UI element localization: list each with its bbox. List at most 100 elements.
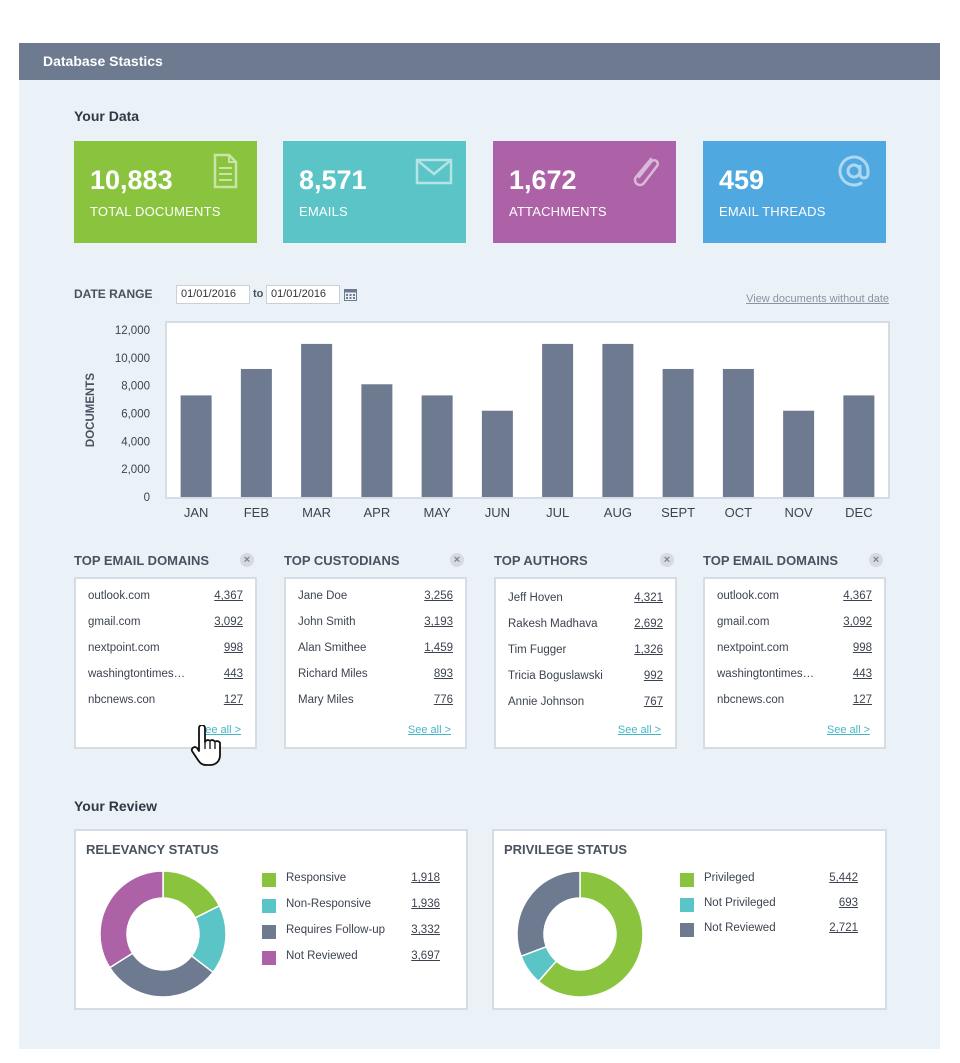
list-item-count[interactable]: 992 — [643, 670, 663, 682]
bar-mar[interactable] — [301, 343, 333, 497]
list-item-count[interactable]: 3,256 — [424, 590, 453, 602]
list-item[interactable]: nbcnews.con 127 — [88, 694, 243, 710]
list-item-name: outlook.com — [88, 590, 151, 602]
bar-may[interactable] — [421, 395, 453, 497]
donut-slice-not-reviewed[interactable] — [516, 870, 581, 958]
legend-label: Privileged — [704, 872, 755, 884]
list-item[interactable]: Mary Miles 776 — [298, 694, 453, 710]
list-item-count[interactable]: 4,321 — [634, 592, 663, 604]
list-item[interactable]: washingtontimes… 443 — [88, 668, 243, 684]
list-item[interactable]: Tricia Boguslawski 992 — [508, 670, 663, 686]
list-item[interactable]: Richard Miles 893 — [298, 668, 453, 684]
legend-value[interactable]: 2,721 — [829, 922, 858, 934]
bar-aug[interactable] — [602, 343, 634, 497]
stat-emails[interactable]: 8,571 EMAILS — [283, 141, 466, 243]
bar-jun[interactable] — [481, 410, 513, 497]
legend-item[interactable]: Not Privileged 693 — [680, 897, 858, 913]
see-all-link[interactable]: See all > — [407, 724, 451, 736]
list-item[interactable]: Jane Doe 3,256 — [298, 590, 453, 606]
list-item[interactable]: Alan Smithee 1,459 — [298, 642, 453, 658]
date-to-label: to — [253, 288, 264, 300]
list-item[interactable]: Jeff Hoven 4,321 — [508, 592, 663, 608]
see-all-link[interactable]: See all > — [617, 724, 661, 736]
legend-item[interactable]: Privileged 5,442 — [680, 872, 858, 888]
legend-value[interactable]: 3,697 — [411, 950, 440, 962]
list-item-count[interactable]: 776 — [433, 694, 453, 706]
list-item-count[interactable]: 767 — [643, 696, 663, 708]
legend-swatch — [262, 925, 276, 939]
close-icon[interactable]: × — [660, 553, 674, 567]
calendar-icon[interactable] — [344, 288, 357, 301]
list-item[interactable]: gmail.com 3,092 — [717, 616, 872, 632]
bar-dec[interactable] — [843, 395, 875, 497]
top-list-card: outlook.com 4,367 gmail.com 3,092 nextpoint.… — [74, 577, 257, 749]
your-data-title: Your Data — [74, 108, 140, 124]
bar-oct[interactable] — [722, 368, 754, 497]
close-icon[interactable]: × — [240, 553, 254, 567]
stat-total-documents[interactable]: 10,883 TOTAL DOCUMENTS — [74, 141, 257, 243]
list-item-count[interactable]: 443 — [223, 668, 243, 680]
view-without-date-link[interactable]: View documents without date — [746, 293, 889, 305]
legend-item[interactable]: Requires Follow-up 3,332 — [262, 924, 440, 940]
list-item[interactable]: Tim Fugger 1,326 — [508, 644, 663, 660]
see-all-link[interactable]: See all > — [826, 724, 870, 736]
list-item[interactable]: washingtontimes… 443 — [717, 668, 872, 684]
legend-item[interactable]: Not Reviewed 2,721 — [680, 922, 858, 938]
legend-item[interactable]: Non-Responsive 1,936 — [262, 898, 440, 914]
list-item-name: Tim Fugger — [508, 644, 567, 656]
x-tick-label: APR — [364, 505, 391, 520]
legend-item[interactable]: Not Reviewed 3,697 — [262, 950, 440, 966]
list-item[interactable]: gmail.com 3,092 — [88, 616, 243, 632]
list-item[interactable]: Rakesh Madhava 2,692 — [508, 618, 663, 634]
list-item-count[interactable]: 3,193 — [424, 616, 453, 628]
bar-jan[interactable] — [180, 395, 212, 497]
privilege-donut-chart — [516, 870, 644, 998]
list-item[interactable]: Annie Johnson 767 — [508, 696, 663, 712]
list-item[interactable]: nextpoint.com 998 — [717, 642, 872, 658]
legend-value[interactable]: 3,332 — [411, 924, 440, 936]
bar-jul[interactable] — [542, 343, 574, 497]
donut-slice-not-reviewed[interactable] — [99, 870, 164, 969]
y-tick-label: 2,000 — [121, 464, 150, 476]
panel-title: Database Stastics — [43, 53, 163, 69]
list-item-count[interactable]: 1,459 — [424, 642, 453, 654]
bar-nov[interactable] — [783, 410, 815, 497]
legend-value[interactable]: 1,936 — [411, 898, 440, 910]
card-title: TOP EMAIL DOMAINS — [703, 553, 839, 568]
date-to-input[interactable]: 01/01/2016 — [266, 285, 340, 304]
bar-apr[interactable] — [361, 384, 393, 497]
stat-attachments[interactable]: 1,672 ATTACHMENTS — [493, 141, 676, 243]
list-item-count[interactable]: 3,092 — [214, 616, 243, 628]
legend-value[interactable]: 5,442 — [829, 872, 858, 884]
list-item-count[interactable]: 127 — [223, 694, 243, 706]
list-item[interactable]: nextpoint.com 998 — [88, 642, 243, 658]
donut-slice-privileged[interactable] — [537, 870, 644, 998]
document-icon — [213, 153, 238, 189]
close-icon[interactable]: × — [450, 553, 464, 567]
list-item-count[interactable]: 998 — [223, 642, 243, 654]
donut-slice-requires-follow-up[interactable] — [108, 952, 215, 998]
stat-email-threads[interactable]: 459 EMAIL THREADS — [703, 141, 886, 243]
x-tick-label: MAY — [424, 505, 452, 520]
see-all-link[interactable]: See all > — [197, 724, 241, 736]
list-item-count[interactable]: 1,326 — [634, 644, 663, 656]
legend-value[interactable]: 1,918 — [411, 872, 440, 884]
list-item[interactable]: outlook.com 4,367 — [88, 590, 243, 606]
list-item-count[interactable]: 127 — [852, 694, 872, 706]
list-item[interactable]: nbcnews.con 127 — [717, 694, 872, 710]
list-item-count[interactable]: 4,367 — [843, 590, 872, 602]
date-from-input[interactable]: 01/01/2016 — [176, 285, 250, 304]
close-icon[interactable]: × — [869, 553, 883, 567]
list-item-count[interactable]: 893 — [433, 668, 453, 680]
list-item-count[interactable]: 998 — [852, 642, 872, 654]
list-item[interactable]: outlook.com 4,367 — [717, 590, 872, 606]
list-item[interactable]: John Smith 3,193 — [298, 616, 453, 632]
legend-item[interactable]: Responsive 1,918 — [262, 872, 440, 888]
list-item-count[interactable]: 443 — [852, 668, 872, 680]
list-item-count[interactable]: 4,367 — [214, 590, 243, 602]
list-item-count[interactable]: 3,092 — [843, 616, 872, 628]
list-item-count[interactable]: 2,692 — [634, 618, 663, 630]
bar-sept[interactable] — [662, 368, 694, 497]
bar-feb[interactable] — [240, 368, 272, 497]
legend-value[interactable]: 693 — [838, 897, 858, 909]
